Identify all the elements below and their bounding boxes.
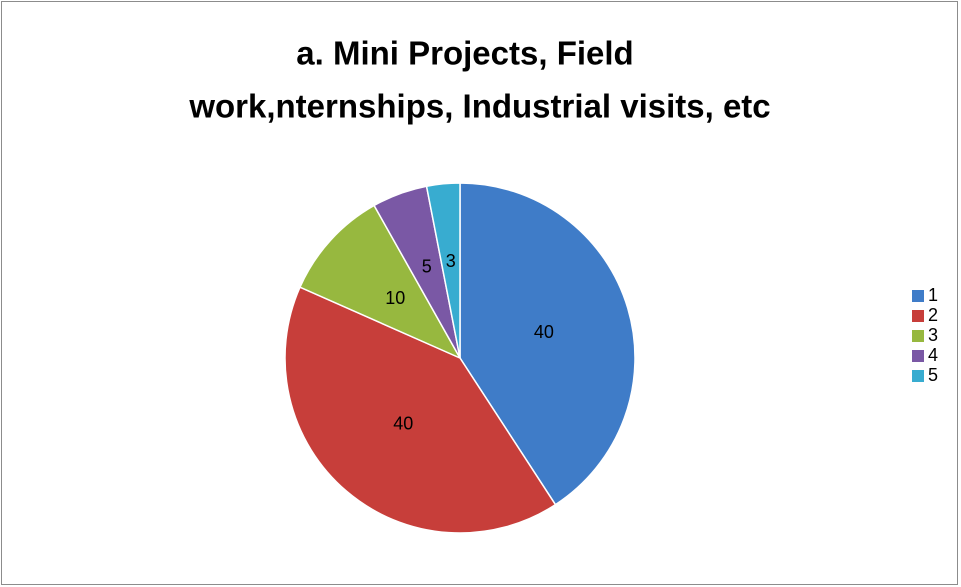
legend-swatch xyxy=(912,370,924,382)
legend-label: 3 xyxy=(928,325,938,345)
legend-swatch xyxy=(912,310,924,322)
data-label: 10 xyxy=(385,288,405,308)
data-label: 40 xyxy=(393,413,413,433)
data-label: 3 xyxy=(446,251,456,271)
data-label: 5 xyxy=(422,256,432,276)
chart-title: work,nternships, Industrial visits, etc xyxy=(188,88,770,125)
legend-label: 2 xyxy=(928,305,938,325)
chart-title: a. Mini Projects, Field xyxy=(296,35,633,72)
data-label: 40 xyxy=(534,322,554,342)
legend-swatch xyxy=(912,290,924,302)
legend-label: 4 xyxy=(928,345,938,365)
legend-label: 1 xyxy=(928,285,938,305)
pie-slice xyxy=(425,182,461,359)
legend-swatch xyxy=(912,350,924,362)
legend-swatch xyxy=(912,330,924,342)
legend-label: 5 xyxy=(928,365,938,385)
pie-slice xyxy=(284,286,557,534)
pie-slice xyxy=(298,204,462,360)
